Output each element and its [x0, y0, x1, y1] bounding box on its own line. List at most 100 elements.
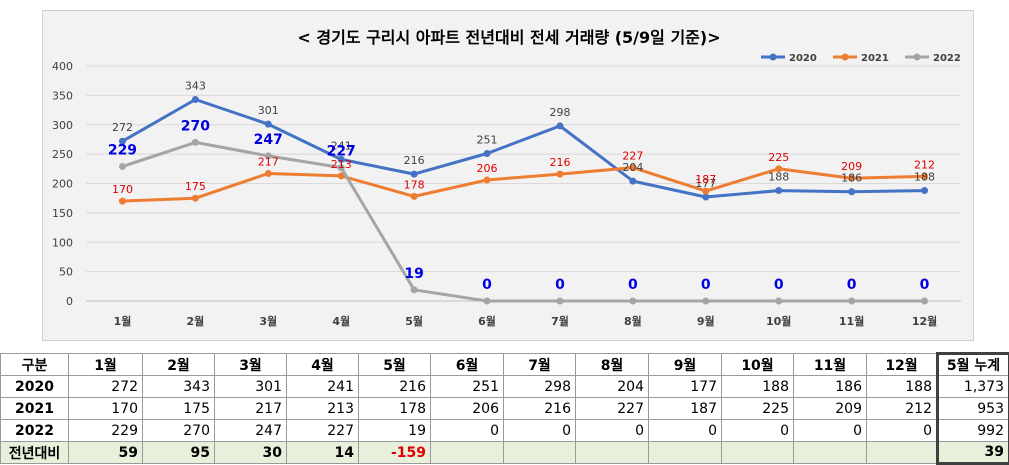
series-line-2022 — [122, 140, 925, 303]
x-tick-label: 3월 — [259, 314, 277, 328]
data-point-2021 — [264, 170, 272, 178]
table-cell: 187 — [648, 397, 722, 420]
x-tick-label: 7월 — [551, 314, 569, 328]
data-table: 구분 1월 2월 3월 4월 5월 6월 7월 8월 9월 10월 11월 12월 5월 누계 2020 2… — [0, 352, 1009, 465]
table-cell: 186 — [793, 375, 867, 398]
x-tick-label: 9월 — [697, 314, 715, 328]
table-cell — [430, 441, 504, 464]
table-cell: 175 — [142, 397, 215, 420]
data-label-2022: 0 — [920, 277, 930, 293]
legend-marker-2020 — [769, 53, 777, 61]
table-header-row: 구분 1월 2월 3월 4월 5월 6월 7월 8월 9월 10월 11월 12월 5월 누계 — [0, 352, 1009, 376]
data-label-2022: 19 — [404, 266, 423, 282]
data-label-2021: 170 — [112, 183, 133, 196]
y-tick-label: 200 — [52, 178, 73, 191]
table-cell: 343 — [142, 375, 215, 398]
data-point-2022 — [629, 297, 637, 305]
data-label-2022: 0 — [774, 277, 784, 293]
table-cell — [721, 441, 794, 464]
data-point-2020 — [191, 95, 199, 103]
data-point-2022 — [702, 297, 710, 305]
table-cell: 251 — [430, 375, 504, 398]
y-tick-label: 50 — [59, 266, 73, 279]
table-cell: 19 — [358, 419, 431, 442]
header-cell: 9월 — [648, 353, 722, 376]
data-point-2020 — [629, 177, 637, 185]
legend-marker-2022 — [913, 53, 921, 61]
x-tick-label: 5월 — [405, 314, 423, 328]
table-cell: 14 — [286, 441, 359, 464]
data-point-2020 — [118, 137, 126, 145]
data-label-2021: 178 — [404, 178, 425, 191]
data-label-2020: 204 — [622, 161, 643, 174]
table-cell — [866, 441, 938, 464]
data-label-2021: 227 — [622, 150, 643, 163]
data-label-2020: 216 — [404, 154, 425, 167]
x-tick-label: 11월 — [839, 314, 864, 328]
data-point-2022 — [118, 162, 126, 170]
data-point-2020 — [264, 120, 272, 128]
data-label-2021: 209 — [841, 160, 862, 173]
table-cell: 216 — [503, 397, 576, 420]
table-cell: 177 — [648, 375, 722, 398]
row-label: 2020 — [0, 375, 69, 398]
data-point-2021 — [118, 197, 126, 205]
table-cell: 0 — [793, 419, 867, 442]
data-point-2021 — [483, 176, 491, 184]
header-cell: 3월 — [214, 353, 287, 376]
data-point-2020 — [556, 122, 564, 130]
data-point-2022 — [410, 286, 418, 294]
header-cell: 7월 — [503, 353, 576, 376]
data-point-2022 — [191, 138, 199, 146]
table-cell: 227 — [575, 397, 649, 420]
data-point-2021 — [191, 194, 199, 202]
table-cell: 188 — [721, 375, 794, 398]
table-cell: 272 — [68, 375, 143, 398]
table-cell: -159 — [358, 441, 431, 464]
legend-label-2020: 2020 — [789, 53, 817, 64]
data-label-2020: 251 — [477, 134, 498, 147]
x-tick-label: 1월 — [114, 314, 132, 328]
header-cell: 12월 — [866, 353, 938, 376]
table-cell: 0 — [430, 419, 504, 442]
header-cell-total: 5월 누계 — [936, 352, 1009, 376]
y-tick-label: 0 — [66, 295, 73, 308]
table-cell: 247 — [214, 419, 287, 442]
header-cell: 구분 — [0, 353, 69, 376]
table-cell: 206 — [430, 397, 504, 420]
table-cell: 0 — [503, 419, 576, 442]
table-cell — [575, 441, 649, 464]
data-point-2020 — [702, 193, 710, 201]
header-cell: 2월 — [142, 353, 215, 376]
legend-marker-2021 — [841, 53, 849, 61]
table-cell: 170 — [68, 397, 143, 420]
data-point-2021 — [775, 165, 783, 173]
data-label-2022: 270 — [181, 118, 210, 134]
data-label-2021: 212 — [914, 158, 935, 171]
data-label-2020: 177 — [695, 177, 716, 190]
data-label-2020: 188 — [914, 171, 935, 184]
data-label-2020: 343 — [185, 79, 206, 92]
data-point-2021 — [921, 172, 929, 180]
total-cell: 953 — [936, 397, 1009, 420]
table-row: 2022 229 270 247 227 19 0 0 0 0 0 0 0 992 — [0, 419, 1009, 442]
header-cell: 5월 — [358, 353, 431, 376]
data-point-2020 — [410, 170, 418, 178]
series-line-2020 — [121, 98, 925, 199]
y-tick-label: 300 — [52, 119, 73, 132]
data-point-2022 — [483, 297, 491, 305]
table-cell: 0 — [866, 419, 938, 442]
series-line-2021 — [122, 166, 925, 203]
header-cell: 8월 — [575, 353, 649, 376]
data-label-2022: 0 — [482, 277, 492, 293]
x-tick-label: 10월 — [766, 314, 791, 328]
data-label-2021: 175 — [185, 180, 206, 193]
table-cell: 301 — [214, 375, 287, 398]
data-label-2020: 272 — [112, 121, 133, 134]
data-point-2022 — [775, 297, 783, 305]
data-label-2021: 216 — [549, 156, 570, 169]
row-label: 2021 — [0, 397, 69, 420]
data-label-2020: 301 — [258, 104, 279, 117]
data-label-2022: 229 — [108, 142, 137, 158]
data-point-2021 — [629, 164, 637, 172]
